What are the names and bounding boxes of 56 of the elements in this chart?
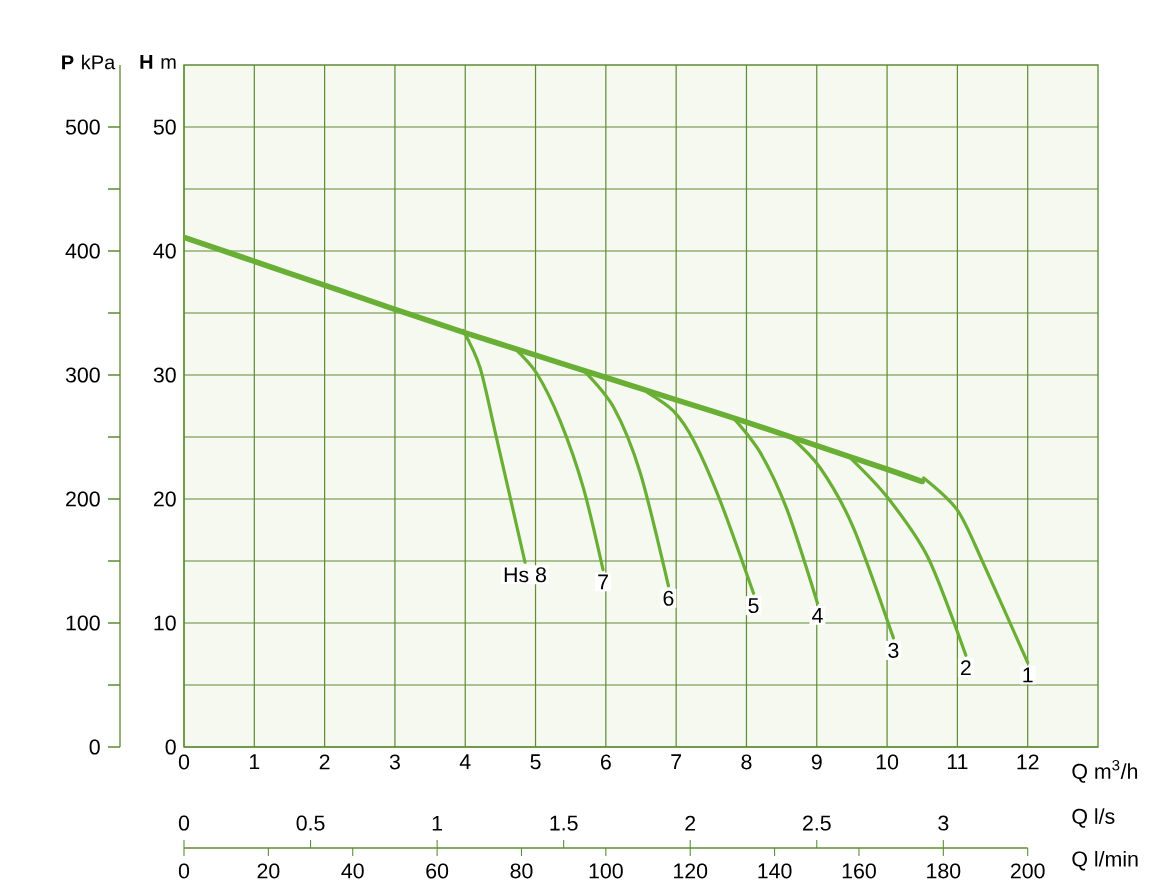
series-label: 7 bbox=[598, 574, 608, 590]
y-tick-label: 20 bbox=[153, 491, 176, 507]
x2-tick-label: 100 bbox=[589, 863, 623, 879]
x-tick-label: 2 bbox=[319, 754, 330, 770]
x-tick-label: 10 bbox=[876, 754, 899, 770]
series-label: 2 bbox=[960, 660, 971, 676]
text: 1 bbox=[432, 815, 442, 831]
text: 1.5 bbox=[550, 815, 578, 831]
text: 3 bbox=[938, 815, 949, 831]
x-tick-label: 4 bbox=[459, 754, 471, 770]
series-label: 1 bbox=[1023, 667, 1033, 683]
y2-axis-title: P kPa bbox=[62, 54, 116, 70]
y-axis-title: H m bbox=[140, 55, 176, 69]
x-tick-label: 8 bbox=[741, 754, 752, 770]
series-label: 3 bbox=[888, 642, 899, 658]
text: 2 bbox=[685, 815, 696, 831]
y2-tick-label: 400 bbox=[65, 243, 100, 259]
x2-tick-label: 120 bbox=[674, 863, 708, 879]
x-axis-title: Q m$^{3}$/h bbox=[1072, 759, 1138, 783]
series-label: Hs 8 bbox=[504, 567, 546, 583]
x-tick-label: 5 bbox=[530, 754, 541, 770]
x-tick-label: 9 bbox=[811, 754, 822, 770]
y-tick-label: 50 bbox=[153, 119, 176, 135]
x2-axis-title: Q l/min bbox=[1072, 850, 1138, 871]
y2-tick-label: 500 bbox=[65, 119, 100, 135]
series-label: 6 bbox=[663, 590, 674, 606]
x-tick-label: 6 bbox=[601, 754, 611, 770]
y2-tick-label: 100 bbox=[66, 615, 100, 631]
x2-tick-label: 40 bbox=[341, 863, 364, 879]
y-tick-label: 10 bbox=[154, 615, 176, 631]
x-tick-label: 12 bbox=[1017, 754, 1039, 770]
x-tick-label: 7 bbox=[671, 754, 682, 770]
x2-tick-label: 140 bbox=[758, 863, 792, 879]
text: 2.5 bbox=[803, 815, 831, 831]
x2-tick-label: 20 bbox=[257, 863, 280, 879]
x-tick-label: 1 bbox=[250, 754, 260, 770]
x-tick-label: 3 bbox=[389, 754, 400, 770]
y2-tick-label: 200 bbox=[66, 491, 100, 507]
y-tick-label: 0 bbox=[165, 739, 176, 755]
y-tick-label: 40 bbox=[153, 243, 176, 259]
text: 0.5 bbox=[296, 815, 325, 831]
series-label: 5 bbox=[748, 598, 759, 614]
x2-tick-label: 60 bbox=[426, 863, 449, 879]
x2-tick-label: 80 bbox=[510, 863, 533, 879]
x2-tick-label: 180 bbox=[927, 863, 961, 879]
x2-tick-label: 200 bbox=[1010, 863, 1045, 879]
series-label: 4 bbox=[812, 608, 823, 623]
y2-tick-label: 0 bbox=[89, 739, 100, 755]
x-tick-label: 0 bbox=[178, 754, 190, 770]
text: Q l/s bbox=[1072, 808, 1115, 828]
text: 0 bbox=[178, 815, 190, 831]
y2-tick-label: 300 bbox=[65, 367, 100, 383]
x2-tick-label: 0 bbox=[178, 863, 190, 879]
x-tick-label: 11 bbox=[947, 754, 968, 770]
y-tick-label: 30 bbox=[153, 367, 176, 383]
x2-tick-label: 160 bbox=[842, 863, 876, 879]
